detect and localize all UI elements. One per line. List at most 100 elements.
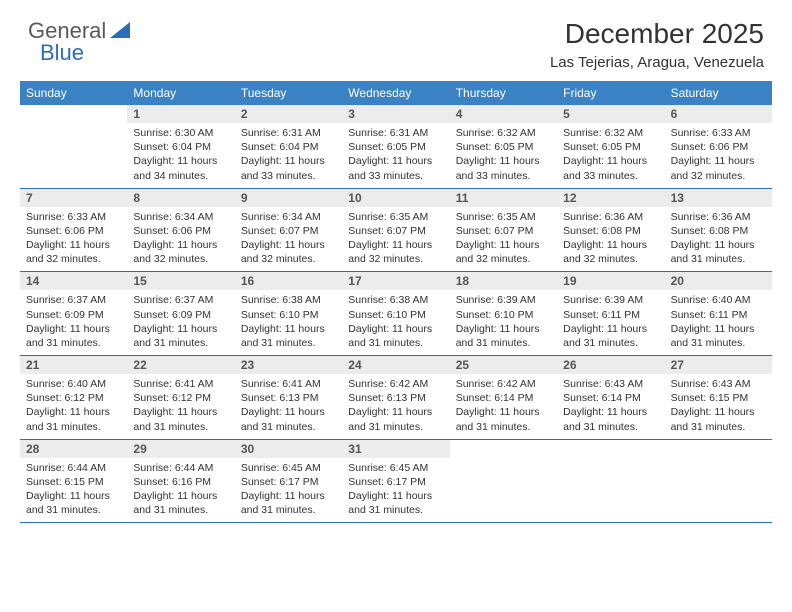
daylight-line: Daylight: 11 hours and 31 minutes. [671,238,766,266]
daylight-line: Daylight: 11 hours and 32 minutes. [241,238,336,266]
day-number: 13 [665,189,772,207]
daylight-line: Daylight: 11 hours and 31 minutes. [26,405,121,433]
sunrise-line: Sunrise: 6:35 AM [456,210,551,224]
sunrise-line: Sunrise: 6:39 AM [456,293,551,307]
sunset-line: Sunset: 6:10 PM [348,308,443,322]
sunrise-line: Sunrise: 6:33 AM [26,210,121,224]
sunset-line: Sunset: 6:05 PM [348,140,443,154]
calendar-cell: 16Sunrise: 6:38 AMSunset: 6:10 PMDayligh… [235,272,342,356]
daylight-line: Daylight: 11 hours and 31 minutes. [456,322,551,350]
calendar-cell: 3Sunrise: 6:31 AMSunset: 6:05 PMDaylight… [342,105,449,189]
sunrise-line: Sunrise: 6:44 AM [133,461,228,475]
daylight-line: Daylight: 11 hours and 31 minutes. [133,322,228,350]
sunset-line: Sunset: 6:12 PM [26,391,121,405]
daylight-line: Daylight: 11 hours and 31 minutes. [241,322,336,350]
sunset-line: Sunset: 6:08 PM [563,224,658,238]
sunset-line: Sunset: 6:05 PM [456,140,551,154]
calendar-cell: 24Sunrise: 6:42 AMSunset: 6:13 PMDayligh… [342,356,449,440]
sunrise-line: Sunrise: 6:40 AM [26,377,121,391]
day-number: 25 [450,356,557,374]
day-number: 22 [127,356,234,374]
sunrise-line: Sunrise: 6:40 AM [671,293,766,307]
sunset-line: Sunset: 6:04 PM [241,140,336,154]
day-of-week-header: SundayMondayTuesdayWednesdayThursdayFrid… [20,81,772,105]
day-number: 31 [342,440,449,458]
daylight-line: Daylight: 11 hours and 31 minutes. [26,489,121,517]
calendar-cell: 20Sunrise: 6:40 AMSunset: 6:11 PMDayligh… [665,272,772,356]
sunset-line: Sunset: 6:14 PM [456,391,551,405]
daylight-line: Daylight: 11 hours and 31 minutes. [241,489,336,517]
day-number: 4 [450,105,557,123]
calendar-cell: 25Sunrise: 6:42 AMSunset: 6:14 PMDayligh… [450,356,557,440]
day-number: 19 [557,272,664,290]
day-number: 5 [557,105,664,123]
sunrise-line: Sunrise: 6:44 AM [26,461,121,475]
day-number: 10 [342,189,449,207]
sunset-line: Sunset: 6:07 PM [456,224,551,238]
daylight-line: Daylight: 11 hours and 31 minutes. [563,322,658,350]
day-number: 2 [235,105,342,123]
sunrise-line: Sunrise: 6:36 AM [563,210,658,224]
sunset-line: Sunset: 6:13 PM [241,391,336,405]
daylight-line: Daylight: 11 hours and 33 minutes. [563,154,658,182]
calendar-grid: .1Sunrise: 6:30 AMSunset: 6:04 PMDayligh… [20,105,772,523]
page-title: December 2025 [550,18,764,50]
calendar-cell: 8Sunrise: 6:34 AMSunset: 6:06 PMDaylight… [127,189,234,273]
sunrise-line: Sunrise: 6:38 AM [241,293,336,307]
day-number: 11 [450,189,557,207]
calendar-cell: 29Sunrise: 6:44 AMSunset: 6:16 PMDayligh… [127,440,234,524]
day-number: 15 [127,272,234,290]
calendar-cell: 19Sunrise: 6:39 AMSunset: 6:11 PMDayligh… [557,272,664,356]
sunrise-line: Sunrise: 6:43 AM [563,377,658,391]
logo-blue-text-wrap: Blue [40,40,84,66]
sunrise-line: Sunrise: 6:43 AM [671,377,766,391]
calendar-cell: 7Sunrise: 6:33 AMSunset: 6:06 PMDaylight… [20,189,127,273]
daylight-line: Daylight: 11 hours and 31 minutes. [133,489,228,517]
sunrise-line: Sunrise: 6:38 AM [348,293,443,307]
calendar-cell: 17Sunrise: 6:38 AMSunset: 6:10 PMDayligh… [342,272,449,356]
calendar-cell: 26Sunrise: 6:43 AMSunset: 6:14 PMDayligh… [557,356,664,440]
sunset-line: Sunset: 6:06 PM [671,140,766,154]
day-number: 6 [665,105,772,123]
day-number: 28 [20,440,127,458]
daylight-line: Daylight: 11 hours and 32 minutes. [671,154,766,182]
calendar-cell: 12Sunrise: 6:36 AMSunset: 6:08 PMDayligh… [557,189,664,273]
dow-sunday: Sunday [20,81,127,105]
sunset-line: Sunset: 6:06 PM [26,224,121,238]
daylight-line: Daylight: 11 hours and 31 minutes. [348,489,443,517]
day-number: 30 [235,440,342,458]
calendar-cell: 15Sunrise: 6:37 AMSunset: 6:09 PMDayligh… [127,272,234,356]
day-number: 26 [557,356,664,374]
calendar-cell: 31Sunrise: 6:45 AMSunset: 6:17 PMDayligh… [342,440,449,524]
sunset-line: Sunset: 6:10 PM [456,308,551,322]
sunrise-line: Sunrise: 6:41 AM [133,377,228,391]
sunset-line: Sunset: 6:04 PM [133,140,228,154]
sunrise-line: Sunrise: 6:30 AM [133,126,228,140]
dow-thursday: Thursday [450,81,557,105]
day-number: 18 [450,272,557,290]
sunrise-line: Sunrise: 6:39 AM [563,293,658,307]
calendar-cell: 4Sunrise: 6:32 AMSunset: 6:05 PMDaylight… [450,105,557,189]
dow-monday: Monday [127,81,234,105]
day-number: 12 [557,189,664,207]
title-block: December 2025 Las Tejerias, Aragua, Vene… [550,18,764,71]
day-number: 14 [20,272,127,290]
sunset-line: Sunset: 6:16 PM [133,475,228,489]
dow-saturday: Saturday [665,81,772,105]
daylight-line: Daylight: 11 hours and 31 minutes. [671,405,766,433]
sunset-line: Sunset: 6:06 PM [133,224,228,238]
daylight-line: Daylight: 11 hours and 32 minutes. [348,238,443,266]
daylight-line: Daylight: 11 hours and 33 minutes. [456,154,551,182]
daylight-line: Daylight: 11 hours and 32 minutes. [133,238,228,266]
daylight-line: Daylight: 11 hours and 31 minutes. [133,405,228,433]
sunrise-line: Sunrise: 6:32 AM [563,126,658,140]
location-text: Las Tejerias, Aragua, Venezuela [550,54,764,71]
day-number: 23 [235,356,342,374]
logo-text-blue: Blue [40,40,84,65]
day-number: 24 [342,356,449,374]
calendar-cell: . [450,440,557,524]
calendar-cell: 10Sunrise: 6:35 AMSunset: 6:07 PMDayligh… [342,189,449,273]
calendar-cell: 11Sunrise: 6:35 AMSunset: 6:07 PMDayligh… [450,189,557,273]
sunrise-line: Sunrise: 6:33 AM [671,126,766,140]
daylight-line: Daylight: 11 hours and 31 minutes. [348,405,443,433]
